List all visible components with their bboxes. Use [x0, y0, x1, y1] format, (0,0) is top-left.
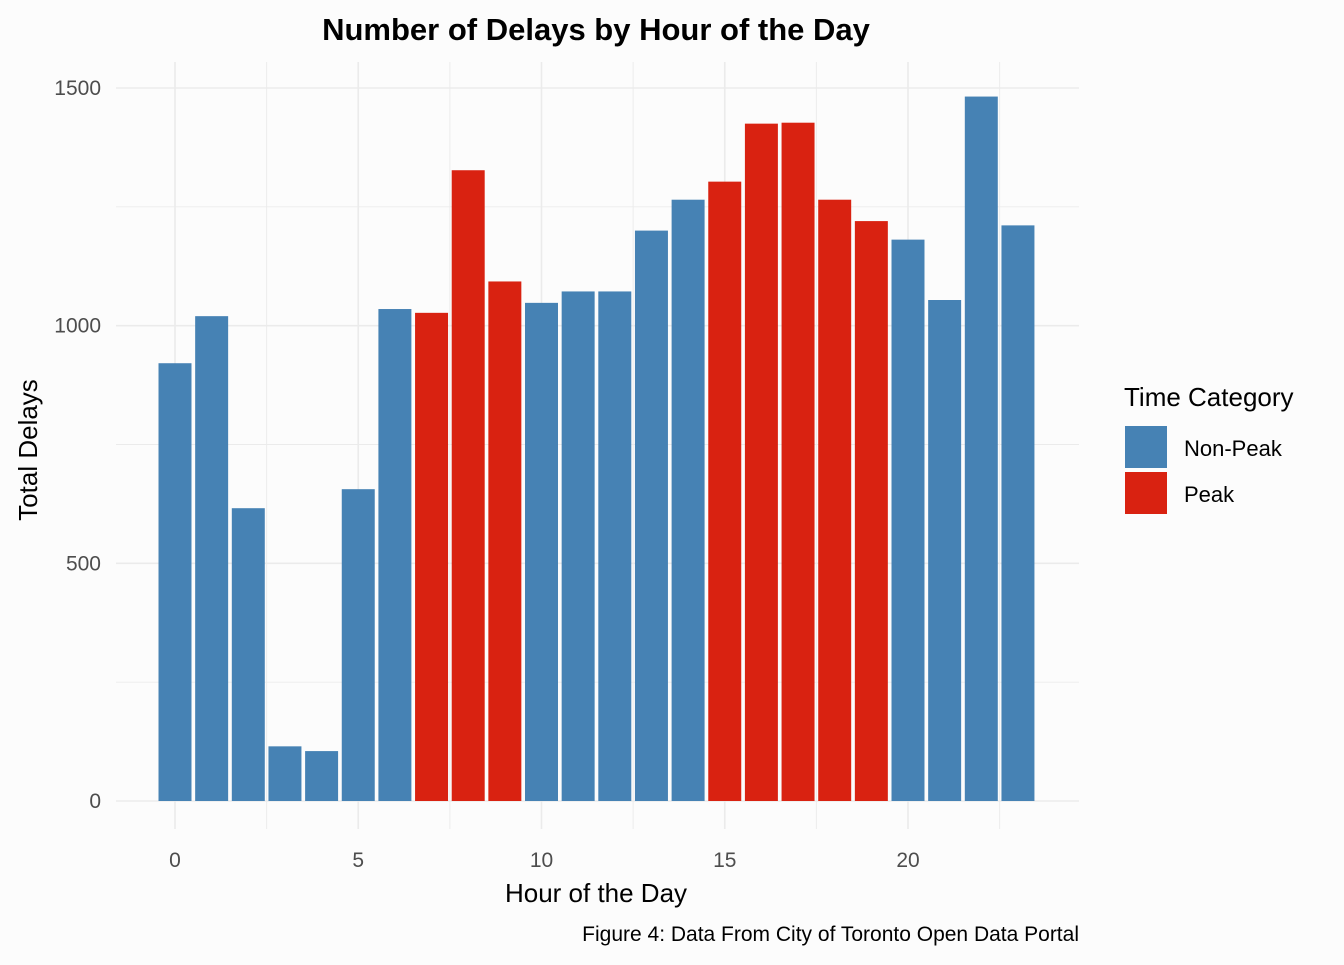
legend-key-non-peak	[1125, 426, 1167, 468]
x-axis-title: Hour of the Day	[505, 878, 687, 908]
bar-hour-19	[854, 221, 888, 802]
bar-hour-11	[561, 291, 595, 801]
bars-layer	[158, 96, 1035, 802]
bar-hour-22	[964, 96, 998, 801]
y-axis-title: Total Delays	[13, 379, 43, 521]
bar-hour-15	[708, 181, 742, 801]
bar-hour-9	[488, 281, 522, 801]
legend: Time Category Non-Peak Peak	[1124, 382, 1294, 514]
y-tick-label: 500	[66, 552, 101, 575]
bar-hour-0	[158, 363, 192, 801]
bar-hour-10	[525, 302, 558, 801]
y-tick-label: 0	[89, 790, 101, 813]
x-tick-label: 15	[713, 849, 736, 872]
legend-key-peak	[1125, 472, 1167, 514]
x-tick-label: 20	[896, 849, 919, 872]
bar-hour-5	[341, 489, 375, 801]
chart-caption: Figure 4: Data From City of Toronto Open…	[582, 923, 1079, 946]
bar-hour-1	[195, 316, 229, 801]
x-tick-label: 0	[169, 849, 181, 872]
bar-hour-13	[634, 230, 668, 802]
legend-label-non-peak: Non-Peak	[1184, 436, 1283, 461]
chart-title: Number of Delays by Hour of the Day	[322, 12, 871, 47]
bar-hour-2	[231, 508, 265, 801]
bar-hour-3	[268, 746, 302, 801]
bar-hour-7	[415, 312, 449, 801]
legend-title: Time Category	[1124, 382, 1294, 412]
bar-hour-20	[891, 239, 925, 801]
bar-hour-8	[451, 170, 485, 801]
y-tick-label: 1500	[54, 77, 101, 100]
bar-hour-21	[928, 299, 962, 801]
x-tick-label: 5	[352, 849, 364, 872]
bar-hour-17	[781, 122, 815, 801]
bar-hour-12	[598, 291, 632, 801]
bar-hour-14	[671, 199, 705, 801]
legend-label-peak: Peak	[1184, 482, 1235, 507]
axis-layer: 0 5 10 15 20 0 500 1000 1500	[54, 77, 919, 872]
bar-hour-16	[744, 123, 778, 801]
bar-hour-6	[378, 309, 412, 801]
bar-hour-4	[305, 751, 339, 801]
bar-hour-23	[1001, 225, 1035, 801]
x-tick-label: 10	[530, 849, 553, 872]
y-tick-label: 1000	[54, 315, 101, 338]
bar-hour-18	[818, 199, 852, 801]
